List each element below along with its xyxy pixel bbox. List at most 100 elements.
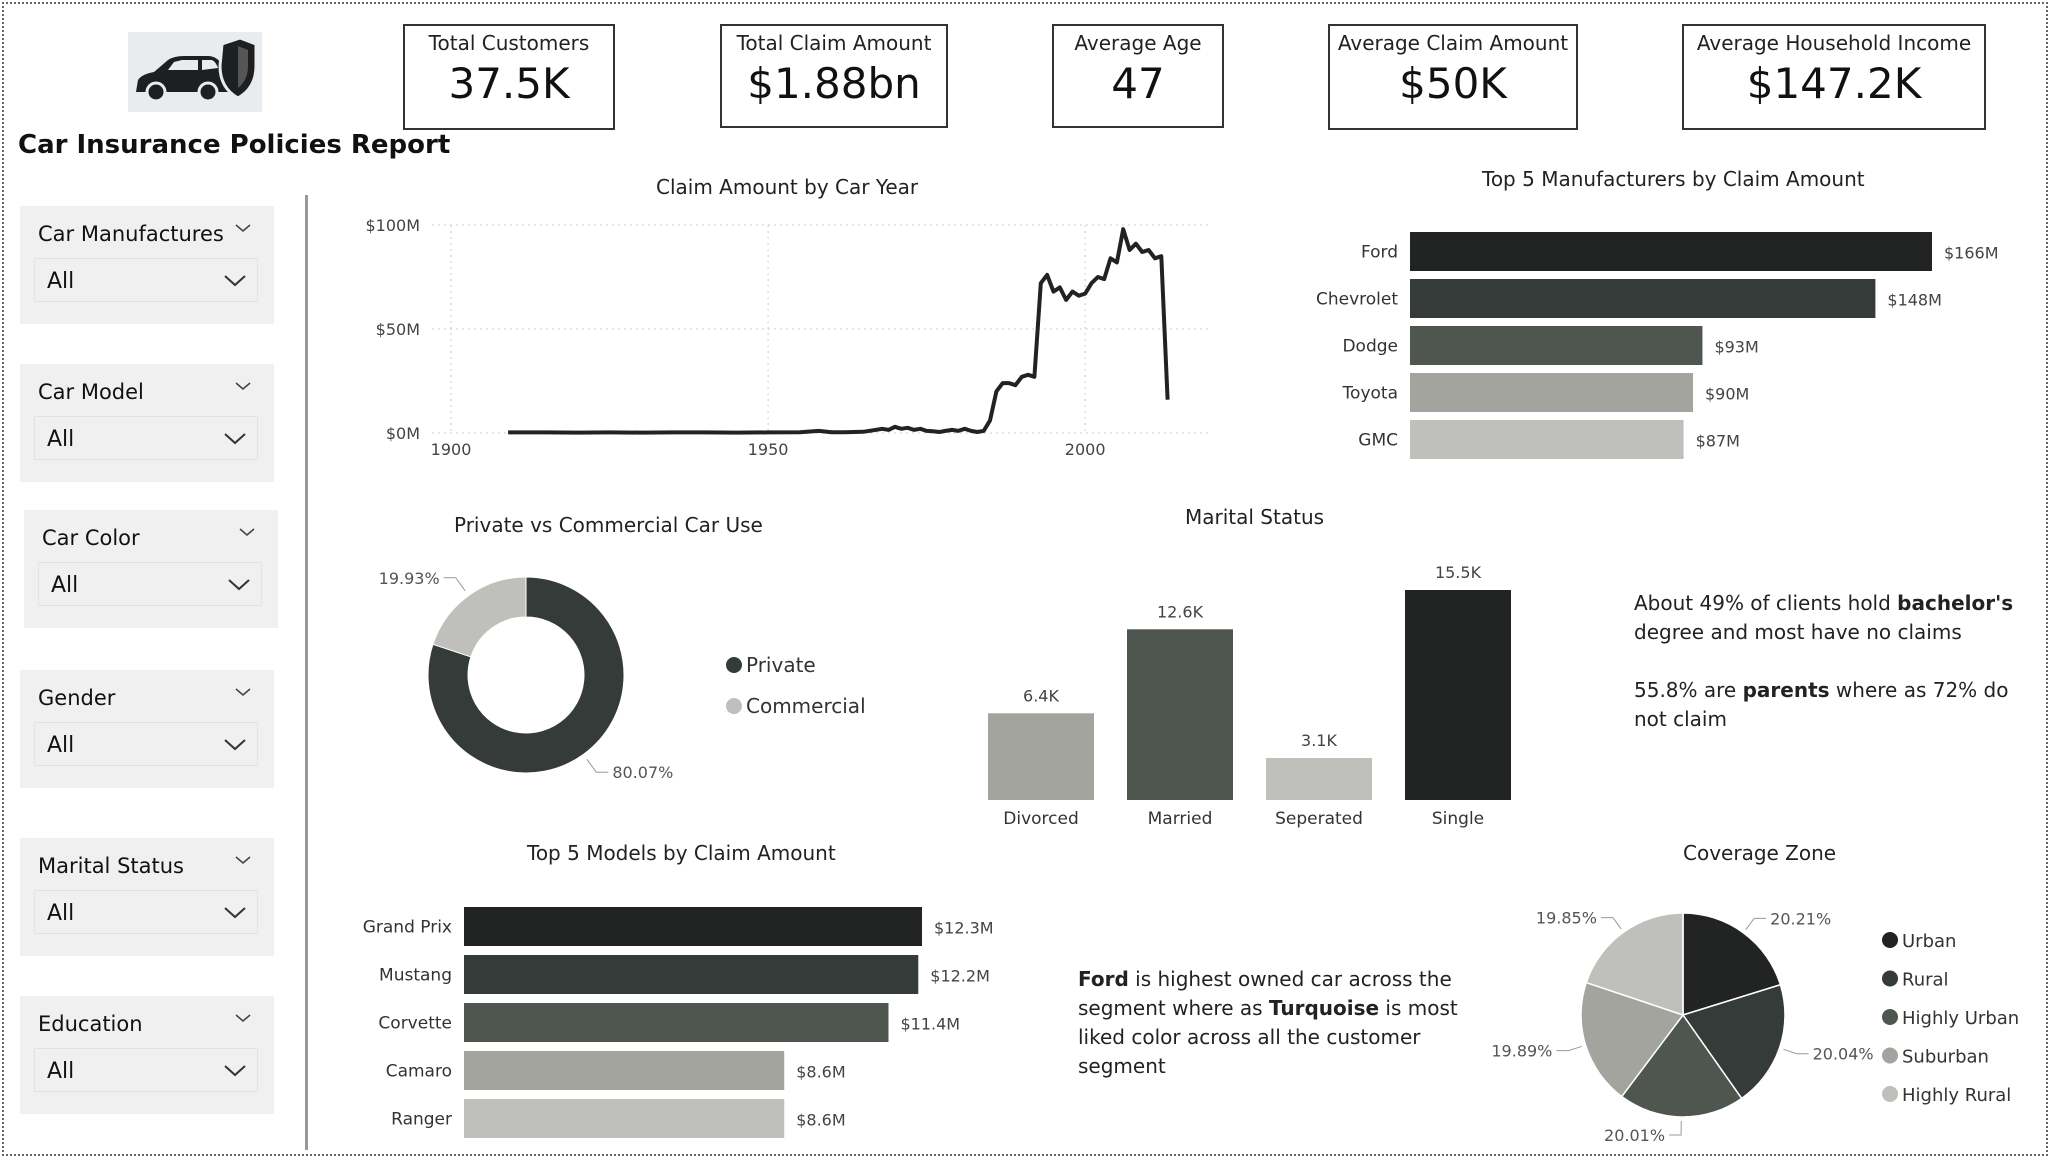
slicer-dropdown[interactable]: All xyxy=(34,416,258,460)
bar-data-label: 12.6K xyxy=(1157,602,1204,621)
legend-label: Urban xyxy=(1902,931,1956,952)
slice-data-label: 19.85% xyxy=(1536,909,1597,928)
slice-data-label: 19.89% xyxy=(1491,1042,1552,1061)
chevron-down-icon xyxy=(224,275,246,287)
donut-slice xyxy=(432,576,527,658)
slicer-dropdown[interactable]: All xyxy=(34,1048,258,1092)
slicer-car-manufactures[interactable]: Car Manufactures All xyxy=(20,206,274,324)
slicer-education[interactable]: Education All xyxy=(20,996,274,1114)
bar-data-label: $87M xyxy=(1696,432,1740,451)
series-line xyxy=(508,227,1170,435)
bar-category-label: Corvette xyxy=(378,1014,452,1034)
chevron-down-icon[interactable] xyxy=(236,524,258,540)
bar-data-label: $148M xyxy=(1887,291,1942,310)
bar-category-label: Divorced xyxy=(1003,809,1079,829)
slicer-label: Marital Status xyxy=(38,854,184,878)
chart-title-top-models: Top 5 Models by Claim Amount xyxy=(527,841,836,865)
bar xyxy=(1410,420,1684,459)
chevron-down-icon[interactable] xyxy=(232,684,254,700)
pie-slice xyxy=(1681,983,1786,1100)
slicer-car-color[interactable]: Car Color All xyxy=(24,510,278,628)
bar-data-label: $8.6M xyxy=(796,1063,845,1082)
kpi-value: 37.5K xyxy=(448,59,570,108)
leader-line xyxy=(1745,917,1767,930)
legend-label: Highly Urban xyxy=(1902,1008,2019,1029)
slicer-dropdown[interactable]: All xyxy=(34,722,258,766)
chevron-down-icon xyxy=(228,579,250,591)
bar-data-label: 15.5K xyxy=(1435,563,1482,582)
bar xyxy=(464,907,922,946)
bar-category-label: Chevrolet xyxy=(1316,290,1398,310)
x-tick-label: 1950 xyxy=(748,440,789,459)
bar-data-label: $8.6M xyxy=(796,1111,845,1130)
legend-marker xyxy=(1882,970,1898,987)
legend-marker xyxy=(1882,1086,1898,1102)
bar xyxy=(1127,629,1233,800)
bar-category-label: Ranger xyxy=(391,1110,452,1130)
education-insight-note: About 49% of clients hold bachelor's deg… xyxy=(1634,591,2014,644)
bar-category-label: Grand Prix xyxy=(363,918,452,938)
chevron-down-icon[interactable] xyxy=(232,1010,254,1026)
legend-marker xyxy=(726,698,742,714)
slicer-label: Education xyxy=(38,1012,143,1036)
kpi-value: $1.88bn xyxy=(747,59,921,108)
coverage-zone-pie-chart: 20.21% 20.04% 20.01% 19.89% 19.85% Urban Rural… xyxy=(1491,909,2019,1145)
bar-data-label: $12.3M xyxy=(934,919,994,938)
slicer-gender[interactable]: Gender All xyxy=(20,670,274,788)
legend-label: Suburban xyxy=(1902,1047,1989,1068)
slicer-value: All xyxy=(47,269,75,294)
slicer-dropdown[interactable]: All xyxy=(34,890,258,934)
chevron-down-icon[interactable] xyxy=(232,220,254,236)
chart-title-top-manufacturers: Top 5 Manufacturers by Claim Amount xyxy=(1482,167,1865,191)
leader-line xyxy=(443,577,466,592)
bar xyxy=(464,1099,785,1138)
bar xyxy=(1410,279,1876,318)
slicer-marital-status[interactable]: Marital Status All xyxy=(20,838,274,956)
slicer-value: All xyxy=(51,573,79,598)
slicer-label: Car Manufactures xyxy=(38,222,224,246)
pie-slice xyxy=(1682,912,1782,1017)
ford-insight-note: Ford is highest owned car across the seg… xyxy=(1078,967,1458,1078)
slice-data-label: 20.04% xyxy=(1813,1045,1874,1064)
kpi-label: Total Customers xyxy=(428,31,590,55)
pie-slice xyxy=(1585,912,1684,1017)
chevron-down-icon xyxy=(224,433,246,445)
slicer-dropdown[interactable]: All xyxy=(34,258,258,302)
slice-data-label: 80.07% xyxy=(612,763,673,782)
leader-line xyxy=(1783,1048,1809,1055)
slice-data-label: 20.01% xyxy=(1604,1126,1665,1145)
kpi-value: $147.2K xyxy=(1746,59,1922,108)
legend-label: Highly Rural xyxy=(1902,1085,2011,1106)
slicer-value: All xyxy=(47,1059,75,1084)
car-shield-icon xyxy=(128,32,262,112)
legend-label: Commercial xyxy=(746,694,866,718)
legend-marker xyxy=(726,657,742,673)
slicer-car-model[interactable]: Car Model All xyxy=(20,364,274,482)
kpi-value: $50K xyxy=(1399,59,1507,108)
chevron-down-icon xyxy=(224,1065,246,1077)
kpi-label: Average Age xyxy=(1074,31,1202,55)
leader-line xyxy=(1556,1045,1582,1052)
bar-data-label: 3.1K xyxy=(1301,731,1337,750)
chart-title-claim-by-year: Claim Amount by Car Year xyxy=(656,175,919,199)
chart-title-car-use: Private vs Commercial Car Use xyxy=(454,513,763,537)
bar-category-label: Mustang xyxy=(379,966,452,986)
chevron-down-icon[interactable] xyxy=(232,378,254,394)
bar xyxy=(1266,758,1372,800)
bar xyxy=(464,1051,785,1090)
claim-by-year-line-chart: $0M $50M $100M 1900 1950 2000 xyxy=(365,216,1212,459)
bar-category-label: Dodge xyxy=(1342,337,1398,357)
slicer-label: Gender xyxy=(38,686,116,710)
bar-category-label: Seperated xyxy=(1275,809,1363,829)
y-tick-label: $0M xyxy=(386,424,420,443)
slicer-dropdown[interactable]: All xyxy=(38,562,262,606)
kpi-label: Average Claim Amount xyxy=(1337,31,1569,55)
parents-insight-note: 55.8% are parents where as 72% do not cl… xyxy=(1634,678,2009,731)
legend-label: Private xyxy=(746,653,816,677)
kpi-total-claim-amount: Total Claim Amount $1.88bn xyxy=(720,24,948,128)
y-tick-label: $100M xyxy=(365,216,420,235)
bar xyxy=(464,1003,889,1042)
donut-slice xyxy=(427,576,625,774)
chevron-down-icon[interactable] xyxy=(232,852,254,868)
